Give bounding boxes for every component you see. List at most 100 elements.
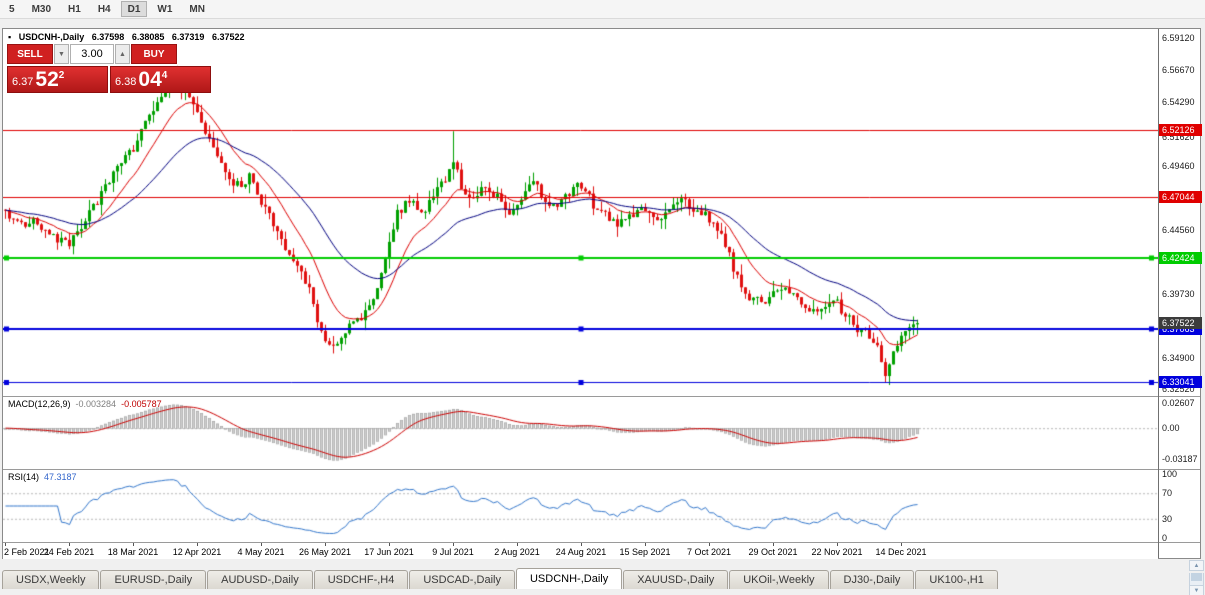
price-tick: 6.39730 [1162, 288, 1195, 299]
macd-label: MACD(12,26,9) -0.003284 -0.005787 [8, 399, 167, 409]
timeframe-button-d1[interactable]: D1 [120, 1, 148, 17]
price-tick: 6.54290 [1162, 96, 1195, 107]
sell-price-sup: 2 [58, 70, 65, 81]
sell-price-base: 6.37 [12, 76, 34, 88]
price-tick: 6.49460 [1162, 160, 1195, 171]
ohlc-open: 6.37598 [91, 32, 125, 42]
scrollbar-thumb[interactable] [1191, 573, 1202, 581]
rsi-label: RSI(14) 47.3187 [8, 472, 82, 482]
price-tick: 6.59120 [1162, 32, 1195, 43]
macd-indicator-canvas[interactable] [3, 397, 1158, 469]
timeframe-button-m30[interactable]: M30 [31, 3, 52, 15]
date-label: 2 Aug 2021 [494, 547, 540, 557]
chart-tab-dj30-[interactable]: DJ30-,Daily [829, 570, 915, 589]
chart-tab-eurusd-[interactable]: EURUSD-,Daily [100, 570, 207, 589]
date-tick-mark [389, 543, 390, 546]
date-tick-mark [453, 543, 454, 546]
timeframe-button-mn[interactable]: MN [189, 3, 205, 15]
chart-tab-bar: USDX,Weekly EURUSD-,Daily AUDUSD-,Daily USD… [2, 567, 998, 589]
rsi-indicator-canvas[interactable] [3, 470, 1158, 542]
timeframe-toolbar: 5 M30 H1 H4 D1 W1 MN [0, 0, 1205, 19]
price-level-badge: 6.52126 [1159, 124, 1202, 137]
macd-tick: -0.03187 [1162, 454, 1198, 465]
date-label: 24 Feb 2021 [43, 547, 95, 557]
macd-signal-value: -0.005787 [121, 399, 162, 409]
date-tick-mark [517, 543, 518, 546]
volume-input[interactable] [70, 44, 114, 64]
pane-separator[interactable] [3, 469, 1200, 470]
chart-tab-xauusd-[interactable]: XAUUSD-,Daily [623, 570, 729, 589]
date-label: 9 Jul 2021 [432, 547, 474, 557]
macd-name: MACD(12,26,9) [8, 399, 71, 409]
rsi-tick: 100 [1162, 469, 1178, 479]
chart-window: ▪ USDCNH-,Daily 6.37598 6.38085 6.37319 … [2, 28, 1202, 559]
chart-marker-icon: ▪ [8, 32, 12, 42]
chart-tab-usdx[interactable]: USDX,Weekly [2, 570, 100, 589]
date-label: 18 Mar 2021 [107, 547, 159, 557]
chart-tab-ukoil-[interactable]: UKOil-,Weekly [729, 570, 829, 589]
macd-main-value: -0.003284 [75, 399, 117, 409]
current-price-badge: 6.37522 [1159, 317, 1202, 330]
rsi-value: 47.3187 [44, 472, 77, 482]
date-tick-mark [773, 543, 774, 546]
date-label: 17 Jun 2021 [364, 547, 414, 557]
price-tick: 6.56670 [1162, 65, 1195, 76]
price-tick: 6.34900 [1162, 352, 1195, 363]
price-tick: 6.44560 [1162, 225, 1195, 236]
date-tick-mark [133, 543, 134, 546]
price-tick: 6.32520 [1162, 384, 1195, 395]
ohlc-low: 6.37319 [171, 32, 205, 42]
date-label: 29 Oct 2021 [748, 547, 798, 557]
scroll-up-button[interactable]: ▲ [1189, 560, 1204, 571]
rsi-tick: 70 [1162, 488, 1173, 499]
date-label: 22 Nov 2021 [811, 547, 863, 557]
buy-price-big: 04 [138, 68, 162, 91]
sell-price-box[interactable]: 6.37 52 2 [7, 66, 108, 93]
chart-symbol-label: USDCNH-,Daily [18, 32, 85, 42]
date-tick-mark [901, 543, 902, 546]
price-level-badge: 6.47044 [1159, 191, 1202, 204]
rsi-tick: 0 [1162, 533, 1168, 543]
price-tick: 6.51620 [1162, 131, 1195, 142]
date-tick-mark [645, 543, 646, 546]
ohlc-close: 6.37522 [211, 32, 245, 42]
date-label: 2 Feb 2021 [4, 547, 50, 557]
timeframe-button-h1[interactable]: H1 [68, 3, 81, 15]
buy-price-box[interactable]: 6.38 04 4 [110, 66, 211, 93]
sell-button[interactable]: SELL [7, 44, 53, 64]
date-label: 14 Dec 2021 [875, 547, 927, 557]
volume-decrease-button[interactable]: ▼ [54, 44, 69, 64]
rsi-name: RSI(14) [8, 472, 40, 482]
timeframe-button-h4[interactable]: H4 [97, 3, 111, 15]
scroll-down-button[interactable]: ▼ [1189, 585, 1204, 595]
date-tick-mark [197, 543, 198, 546]
price-level-badge: 6.33041 [1159, 376, 1202, 389]
chart-tab-usdchf-[interactable]: USDCHF-,H4 [313, 570, 409, 589]
pane-separator[interactable] [3, 396, 1200, 397]
macd-tick: 0.02607 [1162, 397, 1195, 408]
date-tick-mark [709, 543, 710, 546]
rsi-tick: 30 [1162, 513, 1173, 524]
buy-button[interactable]: BUY [131, 44, 177, 64]
timeframe-button-5[interactable]: 5 [9, 3, 15, 15]
chart-tab-uk100-[interactable]: UK100-,H1 [915, 570, 998, 589]
buy-price-sup: 4 [161, 70, 168, 81]
scrollbar-track[interactable] [1189, 573, 1204, 585]
sell-price-big: 52 [35, 68, 59, 91]
chart-tab-usdcnh-[interactable]: USDCNH-,Daily [515, 568, 623, 589]
ohlc-high: 6.38085 [131, 32, 165, 42]
chart-tab-usdcad-[interactable]: USDCAD-,Daily [409, 570, 515, 589]
tabbar-scrollbar[interactable]: ▲ ▼ [1189, 560, 1204, 595]
chart-ohlc-header: ▪ USDCNH-,Daily 6.37598 6.38085 6.37319 … [8, 32, 249, 42]
buy-price-base: 6.38 [115, 76, 137, 88]
price-axis-border [1158, 29, 1159, 558]
date-label: 12 Apr 2021 [172, 547, 222, 557]
date-tick-mark [837, 543, 838, 546]
timeframe-button-w1[interactable]: W1 [157, 3, 173, 15]
chart-tab-audusd-[interactable]: AUDUSD-,Daily [207, 570, 313, 589]
date-label: 4 May 2021 [237, 547, 285, 557]
date-label: 15 Sep 2021 [619, 547, 671, 557]
volume-increase-button[interactable]: ▲ [115, 44, 130, 64]
